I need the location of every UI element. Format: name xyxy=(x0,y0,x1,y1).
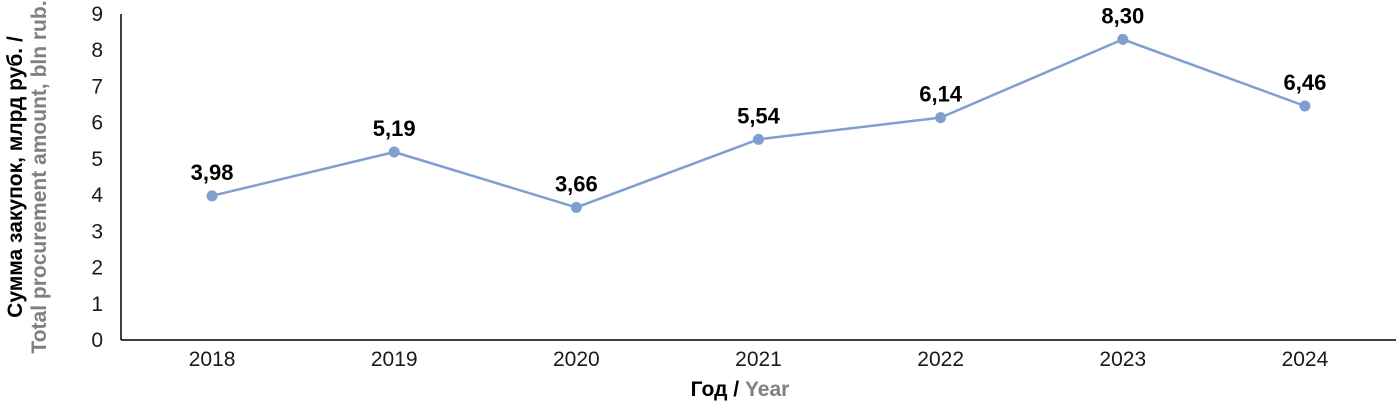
data-point xyxy=(388,146,400,158)
series-group xyxy=(206,33,1311,213)
x-tick-label: 2024 xyxy=(1282,348,1329,371)
x-axis-title-separator: / xyxy=(727,378,745,401)
y-tick-label: 6 xyxy=(91,112,103,135)
data-point xyxy=(753,133,764,145)
y-tick-label: 2 xyxy=(91,257,103,280)
y-tick-labels: 0 1 2 3 4 5 6 7 8 9 xyxy=(91,3,103,352)
x-axis-title: Год / Year xyxy=(691,378,790,401)
data-point xyxy=(206,190,218,202)
x-tick-label: 2021 xyxy=(735,348,782,371)
data-label: 8,30 xyxy=(1101,3,1144,28)
data-label: 5,19 xyxy=(373,116,416,141)
data-labels: 3,98 5,19 3,66 5,54 6,14 8,30 6,46 xyxy=(191,3,1327,196)
data-point xyxy=(935,112,947,124)
x-tick-label: 2023 xyxy=(1099,348,1146,371)
data-label: 3,98 xyxy=(191,160,234,185)
y-axis-title-ru: Сумма закупок, млрд руб. / xyxy=(4,36,27,318)
y-tick-label: 8 xyxy=(91,39,103,62)
y-tick-label: 9 xyxy=(91,3,103,26)
y-axis-title-en: Total procurement amount, bln rub. xyxy=(28,0,51,353)
y-axis-title: Сумма закупок, млрд руб. / Total procure… xyxy=(4,0,51,353)
x-tick-label: 2020 xyxy=(553,348,600,371)
y-tick-label: 5 xyxy=(91,148,103,171)
x-tick-label: 2018 xyxy=(189,348,236,371)
data-label: 6,14 xyxy=(919,82,963,107)
y-tick-label: 3 xyxy=(91,220,103,243)
y-tick-label: 1 xyxy=(91,293,103,316)
data-point xyxy=(1299,100,1311,112)
data-label: 5,54 xyxy=(737,103,781,128)
x-tick-label: 2019 xyxy=(371,348,418,371)
y-tick-label: 0 xyxy=(91,329,103,352)
x-tick-label: 2022 xyxy=(917,348,964,371)
data-point xyxy=(570,201,582,213)
y-tick-label: 7 xyxy=(91,75,103,98)
y-tick-label: 4 xyxy=(91,184,103,207)
axes xyxy=(120,14,1396,341)
x-tick-labels: 2018 2019 2020 2021 2022 2023 2024 xyxy=(189,348,1329,371)
x-axis-title-en: Year xyxy=(745,378,789,401)
data-label: 3,66 xyxy=(555,171,598,196)
data-label: 6,46 xyxy=(1284,70,1327,95)
data-point xyxy=(1117,33,1129,45)
x-axis-title-ru: Год xyxy=(691,378,728,401)
